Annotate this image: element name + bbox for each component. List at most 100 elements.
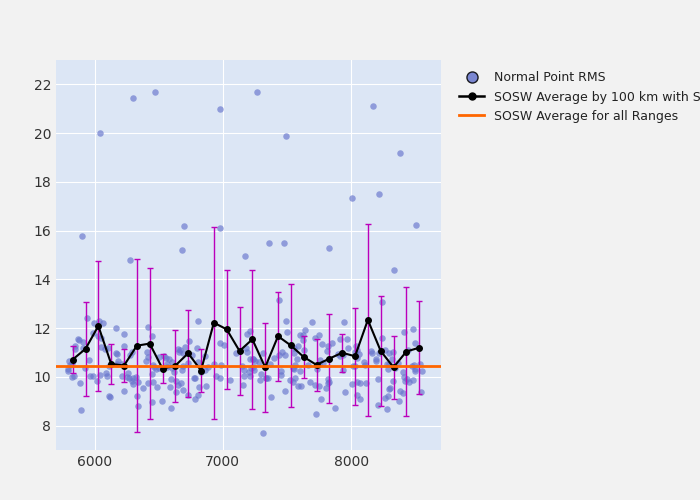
Point [335,352,346,360]
Point [340,388,351,396]
Point [118,342,130,350]
Point [216,361,227,369]
Point [96,334,107,342]
Point [180,344,191,351]
Point [76,232,88,239]
Point [280,351,291,359]
Point [341,336,352,344]
Point [169,368,180,376]
Point [400,377,411,385]
Point [241,330,253,338]
Point [258,348,269,356]
Point [63,357,74,365]
Point [246,364,257,372]
Point [288,344,300,352]
Point [415,360,426,368]
Point [77,338,88,346]
Point [374,349,385,357]
Point [351,378,363,386]
Point [394,386,405,394]
Point [354,350,365,358]
Point [110,324,121,332]
Point [347,362,358,370]
Point [299,326,310,334]
Point [142,323,153,331]
Point [239,372,250,380]
Point [297,331,308,339]
Point [367,349,378,357]
Legend: Normal Point RMS, SOSW Average by 100 km with STD, SOSW Average for all Ranges: Normal Point RMS, SOSW Average by 100 km… [454,66,700,128]
Point [183,360,194,368]
Point [158,352,169,360]
Point [338,318,349,326]
Point [66,374,78,382]
Point [383,365,394,373]
Point [351,354,363,362]
Point [255,376,266,384]
Point [322,342,333,350]
Point [410,365,421,373]
Point [163,355,174,363]
Point [78,344,89,352]
Point [279,387,290,395]
Point [199,366,210,374]
Point [100,368,111,376]
Point [88,372,99,380]
Point [276,367,287,375]
Point [149,88,160,96]
Point [170,388,181,396]
Point [263,239,274,247]
Point [244,372,256,380]
Point [383,349,394,357]
Point [150,364,162,372]
Point [288,378,299,386]
Point [161,354,172,362]
Point [166,404,177,412]
Point [383,385,394,393]
Point [208,360,219,368]
Point [174,346,186,354]
Point [102,344,113,352]
Point [387,376,398,384]
Point [94,371,105,379]
Point [166,358,177,366]
Point [249,358,260,366]
Point [288,364,299,372]
Point [351,342,362,349]
Point [279,238,290,246]
Point [70,345,81,353]
Point [398,328,409,336]
Point [117,372,128,380]
Point [239,252,251,260]
Point [321,384,332,392]
Point [177,366,188,374]
Point [93,316,104,324]
Point [178,222,190,230]
Point [137,384,148,392]
Point [309,380,320,388]
Point [384,360,395,368]
Point [81,314,92,322]
Point [316,340,328,348]
Point [151,382,162,390]
Point [360,378,372,386]
Point [66,359,78,367]
Point [141,357,152,365]
Point [199,352,211,360]
Point [257,429,268,437]
Point [376,298,387,306]
Point [409,367,420,375]
Point [276,371,287,379]
Point [193,318,204,326]
Point [370,357,382,365]
Point [125,352,136,360]
Point [178,386,189,394]
Point [123,374,134,382]
Point [143,354,154,362]
Point [323,244,335,252]
Point [132,378,144,386]
Point [349,362,360,370]
Point [113,358,124,366]
Point [408,361,419,369]
Point [265,360,276,368]
